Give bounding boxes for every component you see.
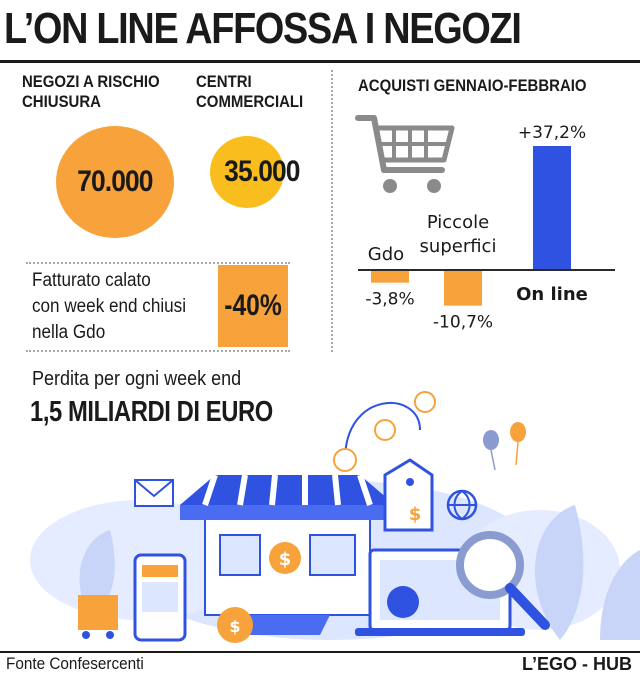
shopping-cart-icon bbox=[354, 112, 458, 203]
smartphone-icon bbox=[133, 553, 187, 642]
svg-text:$: $ bbox=[229, 617, 240, 636]
bar-0 bbox=[371, 270, 409, 283]
price-tag-icon: $ bbox=[383, 458, 434, 532]
risk-value: 70.000 bbox=[77, 165, 153, 198]
money-bag-icon: $ bbox=[217, 607, 253, 643]
risk-label-line-1: NEGOZI A RISCHIO bbox=[22, 72, 160, 91]
divider bbox=[26, 262, 290, 264]
revenue-badge: -40% bbox=[218, 265, 288, 347]
category-label-2: On line bbox=[516, 284, 588, 305]
revenue-text-line-2: con week end chiusi bbox=[32, 296, 186, 317]
revenue-text: Fatturato calato con week end chiusi nel… bbox=[32, 268, 203, 346]
vertical-divider bbox=[331, 70, 333, 352]
dollar-coin-icon bbox=[414, 391, 436, 413]
malls-label-line-1: CENTRI bbox=[196, 72, 252, 91]
brand-logo: L’EGO - HUB bbox=[521, 654, 632, 674]
leaf-icon bbox=[600, 550, 640, 640]
bar-value-label-0: -3,8% bbox=[365, 290, 414, 310]
revenue-text-line-3: nella Gdo bbox=[32, 322, 106, 343]
bar-value-label-1: -10,7% bbox=[433, 313, 493, 333]
revenue-value: -40% bbox=[224, 289, 282, 322]
globe-icon bbox=[446, 489, 478, 521]
illustration: $ $ $ bbox=[30, 391, 640, 643]
page-title: L’ON LINE AFFOSSA I NEGOZI bbox=[4, 4, 522, 53]
magnifier-icon bbox=[456, 531, 550, 630]
risk-circle: 70.000 bbox=[56, 126, 174, 238]
dollar-coin-icon bbox=[333, 448, 357, 472]
loss-label: Perdita per ogni week end bbox=[32, 368, 242, 390]
bar-2 bbox=[533, 146, 571, 270]
bar-chart: -3,8% -10,7% +37,2% Gdo Piccole superfici On l… bbox=[358, 123, 615, 333]
loss-value: 1,5 MILIARDI DI EURO bbox=[30, 396, 273, 428]
category-label-1-line-1: Piccole bbox=[427, 212, 489, 233]
shopping-basket-icon bbox=[78, 595, 118, 639]
svg-text:$: $ bbox=[409, 504, 422, 525]
risk-label-line-2: CHIUSURA bbox=[22, 92, 101, 111]
category-label-1-line-2: superfici bbox=[420, 236, 497, 257]
divider bbox=[26, 350, 290, 352]
revenue-text-line-1: Fatturato calato bbox=[32, 270, 151, 291]
title-divider bbox=[0, 60, 640, 63]
balloon-icon bbox=[483, 422, 526, 471]
mail-icon bbox=[134, 479, 174, 507]
svg-text:$: $ bbox=[279, 549, 292, 570]
malls-label-line-2: COMMERCIALI bbox=[196, 92, 304, 111]
malls-value: 35.000 bbox=[224, 155, 300, 188]
connector-line bbox=[344, 401, 421, 461]
dollar-coin-icon bbox=[374, 419, 396, 441]
category-label-0: Gdo bbox=[368, 244, 404, 265]
monitor-stand bbox=[240, 615, 330, 635]
footer-divider bbox=[0, 651, 640, 653]
storefront-icon: $ bbox=[180, 474, 395, 616]
source-note: Fonte Confesercenti bbox=[6, 654, 144, 673]
bar-1 bbox=[444, 270, 482, 306]
chart-title: ACQUISTI GENNAIO-FEBBRAIO bbox=[358, 76, 587, 95]
bar-value-label-2: +37,2% bbox=[518, 123, 586, 143]
leaf-icon bbox=[534, 505, 584, 640]
malls-circle: 35.000 bbox=[210, 136, 301, 208]
